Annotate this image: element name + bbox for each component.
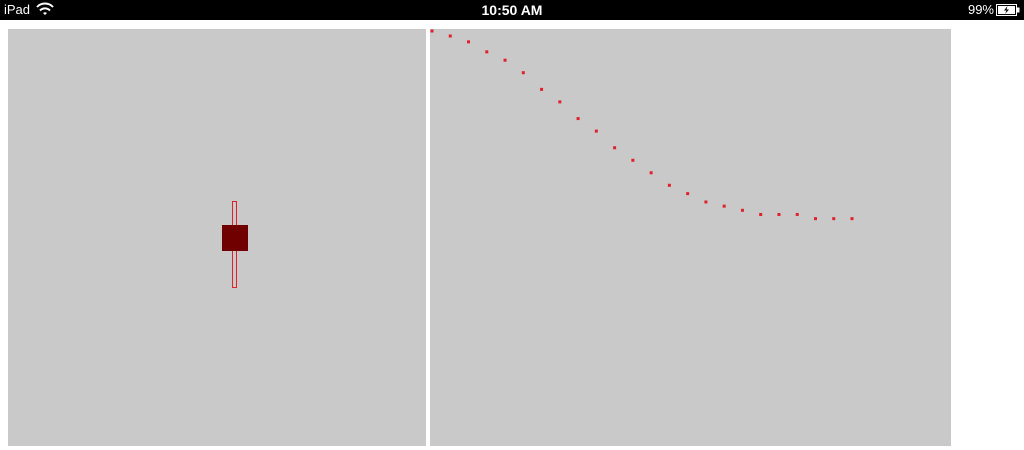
trail-point [740, 208, 744, 212]
wifi-icon [36, 2, 54, 15]
trail-point [686, 192, 690, 196]
trail-point [704, 200, 708, 204]
status-bar: iPad 10:50 AM 99% [0, 0, 1024, 20]
trail-point [540, 87, 544, 91]
trail-points [430, 29, 854, 221]
trail-point [430, 29, 434, 33]
trail-point [722, 204, 726, 208]
trail-point [777, 212, 781, 216]
trail-panel[interactable] [430, 29, 951, 446]
device-label: iPad [4, 2, 31, 17]
battery-percentage: 99% [967, 2, 994, 17]
trail-point [832, 217, 836, 221]
trail-point [503, 58, 507, 62]
battery-charging-icon [996, 4, 1020, 16]
trail-point [649, 171, 653, 175]
trail-point [613, 146, 617, 150]
trail-point [759, 212, 763, 216]
trail-point [850, 217, 854, 221]
trail-canvas [430, 29, 854, 221]
trail-point [448, 34, 452, 38]
slider-panel[interactable] [8, 29, 426, 446]
trail-point [576, 117, 580, 121]
trail-point [594, 129, 598, 133]
clock: 10:50 AM [481, 2, 543, 18]
slider-knob[interactable] [222, 225, 248, 251]
trail-point [485, 50, 489, 54]
trail-point [795, 212, 799, 216]
trail-point [813, 217, 817, 221]
trail-point [631, 158, 635, 162]
trail-point [667, 183, 671, 187]
trail-point [558, 100, 562, 104]
trail-point [467, 40, 471, 44]
trail-point [521, 71, 525, 75]
